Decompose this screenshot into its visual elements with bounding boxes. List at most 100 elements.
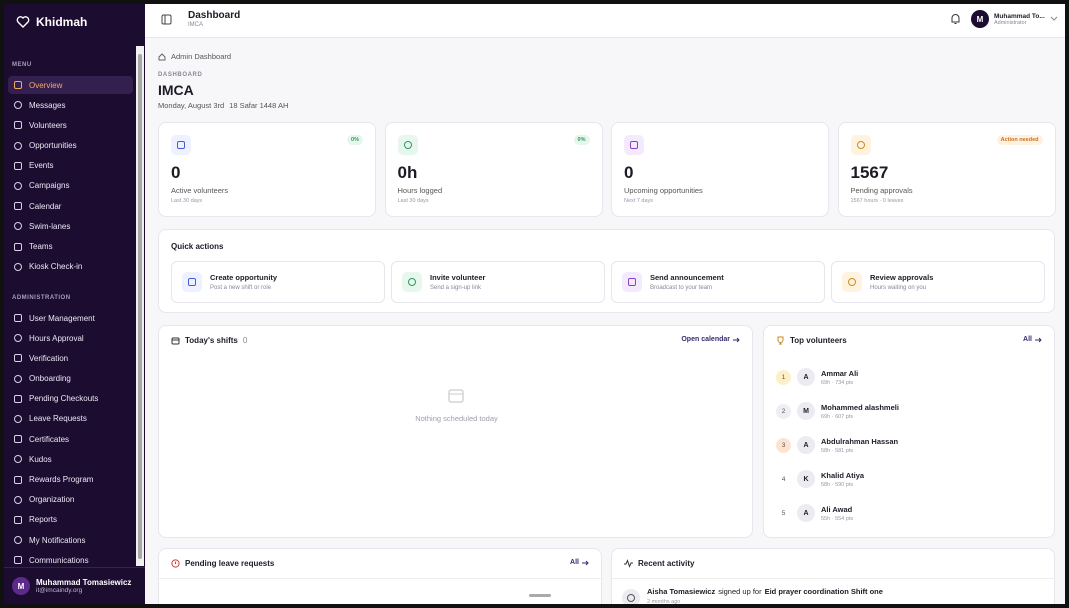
nav-label: Teams — [29, 242, 53, 251]
rank: 2 — [776, 403, 791, 419]
scrollbar[interactable] — [136, 46, 144, 566]
icon — [403, 141, 412, 149]
leave-all-text: All — [570, 559, 579, 566]
volunteer-meta: 69h · 734 pts — [821, 379, 854, 386]
scroll-thumb[interactable] — [138, 54, 142, 559]
nav-item[interactable]: Swim-lanes — [8, 217, 133, 235]
stat-sub: Last 30 days — [171, 198, 203, 204]
notifications[interactable] — [950, 13, 961, 25]
brand-name: Khidmah — [36, 15, 88, 29]
nav-item[interactable]: Kiosk Check-in — [8, 258, 133, 276]
stat-label: Active volunteers — [171, 186, 229, 195]
nav-item[interactable]: Overview — [8, 76, 133, 94]
nav-label: Messages — [29, 100, 66, 110]
nav-item[interactable]: Messages — [8, 96, 133, 114]
user-email: it@imcaindy.org — [36, 587, 83, 594]
quick-action-text: Invite volunteer Send a sign-up link — [430, 273, 485, 291]
quick-action-text: Send announcement Broadcast to your team — [650, 273, 724, 291]
icon — [630, 141, 638, 149]
nav-item[interactable]: Events — [8, 157, 133, 175]
stat-badge: 0% — [347, 135, 363, 145]
icon — [14, 242, 22, 251]
top-volunteers-all[interactable]: All — [1023, 336, 1042, 343]
activity-heading: Recent activity — [624, 559, 694, 568]
app: Khidmah MENU Overview Messages Volunteers O… — [4, 4, 1065, 604]
icon — [14, 161, 22, 170]
leave-card: Pending leave requests All — [158, 548, 602, 604]
volunteer-info: Abdulrahman Hassan 58h · 581 pts — [821, 437, 898, 454]
nav-item[interactable]: My Notifications — [8, 531, 133, 549]
nav-label: Kudos — [29, 454, 52, 464]
nav-item[interactable]: Hours Approval — [8, 329, 133, 347]
activity-actor: Aisha Tomasiewicz — [647, 587, 716, 596]
arrow — [582, 560, 589, 565]
nav-item[interactable]: Opportunities — [8, 137, 133, 155]
user-name: Muhammad Tomasiewicz — [36, 578, 132, 587]
nav-label: Campaigns — [29, 181, 70, 191]
nav-label: Pending Checkouts — [29, 394, 99, 404]
nav-item[interactable]: Certificates — [8, 430, 133, 448]
menu-nav: Overview Messages Volunteers Opportunities E… — [8, 76, 133, 278]
quick-action-desc: Hours waiting on you — [870, 285, 927, 291]
volunteer-row[interactable]: 3 A Abdulrahman Hassan 58h · 581 pts — [776, 436, 898, 454]
nav-item[interactable]: Organization — [8, 491, 133, 509]
pulse-icon — [624, 559, 633, 568]
nav-item[interactable]: Volunteers — [8, 116, 133, 134]
divider — [612, 578, 1054, 579]
shifts-heading: Today's shifts 0 — [171, 336, 247, 345]
breadcrumb[interactable]: Admin Dashboard — [158, 52, 231, 61]
stat-icon — [171, 135, 191, 155]
empty-icon — [448, 389, 464, 403]
stat-value: 0 — [624, 163, 634, 182]
top-volunteers-heading: Top volunteers — [776, 336, 847, 345]
quick-action[interactable]: Invite volunteer Send a sign-up link — [391, 261, 605, 303]
nav-item[interactable]: Campaigns — [8, 177, 133, 195]
nav-item[interactable]: Calendar — [8, 197, 133, 215]
nav-item[interactable]: Communications — [8, 551, 133, 569]
icon — [14, 374, 22, 383]
volunteer-avatar: M — [797, 402, 815, 420]
sidebar-user[interactable]: M Muhammad Tomasiewicz it@imcaindy.org — [4, 567, 145, 604]
brand[interactable]: Khidmah — [16, 15, 87, 29]
quick-action[interactable]: Send announcement Broadcast to your team — [611, 261, 825, 303]
sidebar-toggle[interactable] — [161, 14, 172, 25]
nav-item[interactable]: Kudos — [8, 450, 133, 468]
trophy-icon — [777, 336, 784, 345]
volunteer-avatar: A — [797, 504, 815, 522]
calendar-icon — [171, 337, 180, 345]
icon — [408, 278, 416, 286]
quick-action-text: Review approvals Hours waiting on you — [870, 273, 933, 291]
stat-value: 0 — [171, 163, 181, 182]
quick-action[interactable]: Review approvals Hours waiting on you — [831, 261, 1045, 303]
header-user[interactable]: M Muhammad To... Administrator — [971, 10, 1058, 28]
nav-item[interactable]: Verification — [8, 349, 133, 367]
volunteer-row[interactable]: 5 A Ali Awad 55h · 554 pts — [776, 504, 853, 522]
stat-label: Hours logged — [397, 186, 443, 195]
nav-item[interactable]: Onboarding — [8, 370, 133, 388]
nav-item[interactable]: Teams — [8, 238, 133, 256]
arrow — [1035, 337, 1042, 342]
activity-line: Aisha Tomasiewicz signed up for Eid prayer… — [647, 587, 883, 596]
volunteer-row[interactable]: 2 M Mohammed alashmeli 69h · 607 pts — [776, 402, 899, 420]
volunteer-meta: 58h · 581 pts — [821, 447, 854, 454]
nav-item[interactable]: Rewards Program — [8, 471, 133, 489]
quick-action-title: Send announcement — [650, 273, 724, 282]
volunteer-row[interactable]: 1 A Ammar Ali 69h · 734 pts — [776, 368, 858, 386]
nav-item[interactable]: Leave Requests — [8, 410, 133, 428]
open-calendar[interactable]: Open calendar — [681, 336, 740, 343]
stat-icon — [624, 135, 644, 155]
header-title: Dashboard — [188, 10, 241, 21]
nav-label: Hours Approval — [29, 333, 84, 343]
icon — [14, 334, 22, 343]
quick-action[interactable]: Create opportunity Post a new shift or ro… — [171, 261, 385, 303]
nav-label: Certificates — [29, 434, 70, 444]
stat-icon — [850, 135, 871, 155]
nav-item[interactable]: Pending Checkouts — [8, 390, 133, 408]
stat-label: Upcoming opportunities — [624, 186, 703, 195]
leave-all[interactable]: All — [570, 559, 589, 566]
nav-item[interactable]: User Management — [8, 309, 133, 327]
nav-item[interactable]: Reports — [8, 511, 133, 529]
icon — [14, 515, 22, 524]
volunteer-row[interactable]: 4 K Khalid Atiya 58h · 590 pts — [776, 470, 864, 488]
nav-label: My Notifications — [29, 535, 86, 545]
